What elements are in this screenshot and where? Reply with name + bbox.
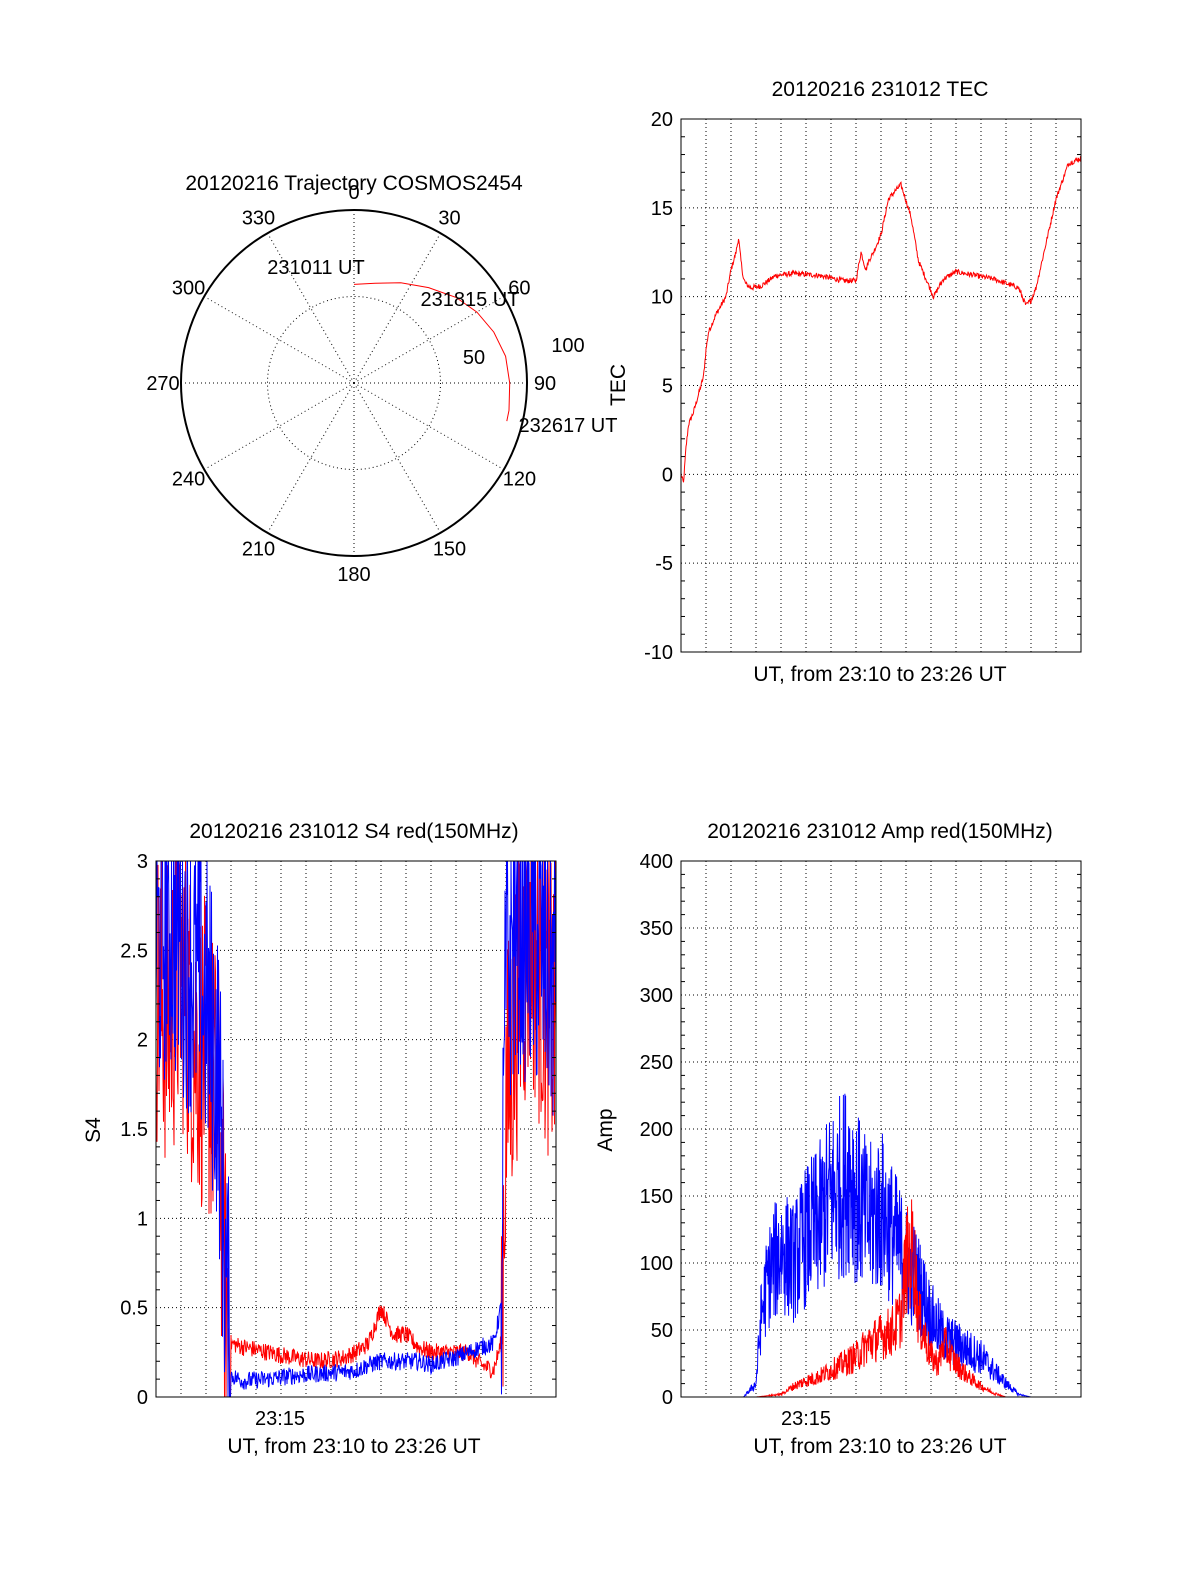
- polar-title: 20120216 Trajectory COSMOS2454: [185, 172, 523, 195]
- s4-x-tick-label: 23:15: [255, 1408, 305, 1430]
- polar-angle-label: 300: [172, 278, 205, 300]
- tec-chart: 20120216 231012 TEC 20 15 10 5 0 -5 -10 TEC UT…: [607, 78, 1082, 686]
- amp-plot-frame: [680, 860, 1082, 1398]
- tec-y-ticks: 20 15 10 5 0 -5 -10: [644, 109, 1081, 664]
- tec-plot-frame: [680, 118, 1082, 653]
- amp-series-line-blue: [681, 1093, 1081, 1398]
- polar-time-label-start: 231011 UT: [267, 257, 364, 279]
- amp-y-tick-label: 200: [640, 1119, 673, 1141]
- amp-y-ticks: 400 350 300 250 200 150 100 50 0: [640, 851, 1081, 1409]
- amp-series: [681, 1093, 1081, 1398]
- amp-y-axis-label: Amp: [594, 1108, 617, 1151]
- polar-angle-label: 150: [433, 538, 466, 560]
- s4-y-tick-label: 2.5: [120, 940, 148, 962]
- polar-angle-labels: 0 30 60 90 120 150 180 210 240 270 300 330: [146, 182, 556, 586]
- s4-series: [155, 860, 557, 1398]
- polar-angle-label: 210: [242, 538, 275, 560]
- s4-x-axis-label: UT, from 23:10 to 23:26 UT: [227, 1435, 480, 1458]
- s4-grid: [156, 861, 556, 1397]
- amp-chart: 20120216 231012 Amp red(150MHz) 400 350 30…: [594, 820, 1082, 1458]
- tec-x-axis-label: UT, from 23:10 to 23:26 UT: [753, 663, 1006, 686]
- polar-time-label-mid: 231815 UT: [421, 289, 520, 311]
- tec-series-line-red: [680, 155, 1082, 483]
- polar-spoke: [353, 232, 441, 384]
- polar-angle-label: 30: [438, 208, 460, 230]
- polar-time-label-end: 232617 UT: [519, 415, 618, 437]
- polar-radial-label-100: 100: [551, 335, 584, 357]
- amp-y-tick-label: 300: [640, 985, 673, 1007]
- polar-spoke: [203, 382, 355, 470]
- polar-spoke: [267, 232, 355, 384]
- amp-title: 20120216 231012 Amp red(150MHz): [707, 820, 1053, 843]
- s4-plot-frame: [155, 860, 557, 1398]
- amp-y-tick-label: 150: [640, 1186, 673, 1208]
- tec-y-tick-label: 5: [662, 376, 673, 398]
- s4-y-tick-label: 3: [137, 851, 148, 873]
- amp-y-tick-label: 350: [640, 918, 673, 940]
- amp-y-tick-label: 50: [651, 1320, 673, 1342]
- polar-spoke: [353, 296, 505, 384]
- s4-y-tick-label: 0.5: [120, 1298, 148, 1320]
- polar-angle-label: 60: [508, 278, 530, 300]
- polar-spoke: [267, 382, 355, 534]
- s4-y-tick-label: 0: [137, 1387, 148, 1409]
- s4-y-tick-label: 2: [137, 1030, 148, 1052]
- s4-y-tick-label: 1: [137, 1208, 148, 1230]
- polar-angle-label: 240: [172, 469, 205, 491]
- polar-angle-label: 90: [534, 373, 556, 395]
- s4-title: 20120216 231012 S4 red(150MHz): [189, 820, 518, 843]
- polar-angle-label: 330: [242, 208, 275, 230]
- amp-y-tick-label: 0: [662, 1387, 673, 1409]
- s4-y-ticks: 3 2.5 2 1.5 1 0.5 0: [120, 851, 556, 1409]
- tec-y-tick-label: -5: [655, 553, 673, 575]
- amp-y-tick-label: 400: [640, 851, 673, 873]
- polar-grid: [180, 209, 528, 557]
- tec-series: [680, 155, 1082, 483]
- amp-y-tick-label: 100: [640, 1253, 673, 1275]
- polar-inner-circle: [267, 296, 441, 470]
- polar-angle-label: 180: [337, 564, 370, 586]
- polar-spoke: [203, 296, 355, 384]
- amp-x-axis-label: UT, from 23:10 to 23:26 UT: [753, 1435, 1006, 1458]
- polar-spoke: [353, 382, 505, 470]
- tec-grid: [681, 119, 1081, 652]
- tec-y-tick-label: 10: [651, 287, 673, 309]
- s4-chart: 20120216 231012 S4 red(150MHz) 3 2.5 2 1.5 1…: [82, 820, 557, 1458]
- polar-angle-label: 0: [348, 182, 359, 204]
- polar-angle-label: 120: [503, 469, 536, 491]
- tec-y-axis-label: TEC: [607, 364, 630, 406]
- amp-x-tick-label: 23:15: [781, 1408, 831, 1430]
- tec-y-tick-label: 0: [662, 464, 673, 486]
- polar-trajectory-line: [353, 282, 511, 422]
- tec-y-tick-label: 15: [651, 198, 673, 220]
- tec-y-tick-label: 20: [651, 109, 673, 131]
- tec-y-tick-label: -10: [644, 642, 673, 664]
- amp-y-tick-label: 250: [640, 1052, 673, 1074]
- s4-y-tick-label: 1.5: [120, 1119, 148, 1141]
- polar-spoke: [353, 382, 441, 534]
- tec-title: 20120216 231012 TEC: [772, 78, 989, 101]
- s4-series-line-blue: [155, 860, 557, 1398]
- polar-trajectory-plot: 20120216 Trajectory COSMOS2454 0 30 60 90 12…: [146, 172, 617, 586]
- s4-y-axis-label: S4: [82, 1117, 105, 1143]
- polar-radial-label-50: 50: [463, 347, 485, 369]
- polar-angle-label: 270: [146, 373, 179, 395]
